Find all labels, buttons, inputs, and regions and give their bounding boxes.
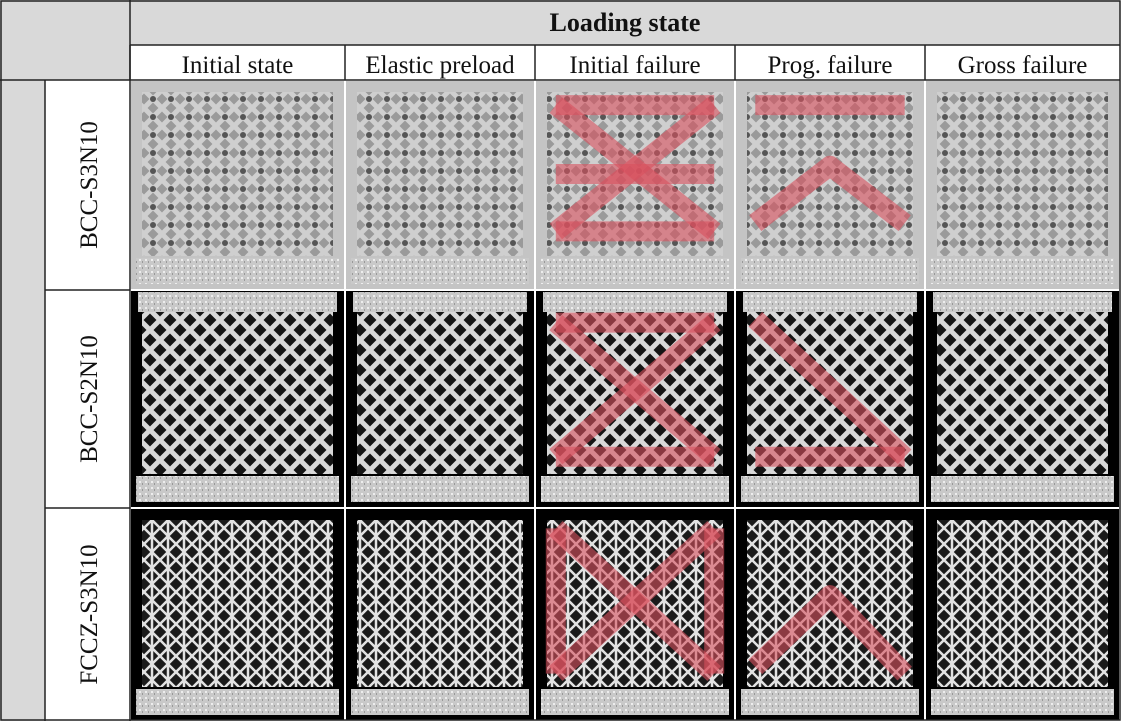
specimen-image	[346, 81, 534, 289]
base-plate	[741, 476, 919, 502]
base-plate	[541, 476, 729, 502]
lattice	[357, 520, 523, 687]
table-title: Loading state	[550, 8, 701, 37]
specimen-image	[926, 291, 1119, 507]
lattice	[937, 520, 1108, 687]
specimen-image	[346, 291, 534, 507]
base-plate	[931, 258, 1114, 284]
specimen-image	[926, 509, 1119, 720]
specimen-image	[346, 509, 534, 720]
top-plate	[543, 292, 727, 312]
specimen-image	[131, 509, 344, 720]
base-plate	[351, 476, 529, 502]
base-plate	[541, 689, 729, 715]
specimen-image	[536, 81, 734, 289]
side-strip	[0, 80, 45, 721]
top-plate	[933, 292, 1112, 312]
specimen-image	[536, 509, 734, 720]
column-header: Gross failure	[958, 52, 1088, 79]
specimen-image	[536, 291, 734, 507]
base-plate	[136, 476, 339, 502]
column-header: Prog. failure	[768, 52, 893, 79]
base-plate	[741, 258, 919, 284]
lattice	[142, 520, 333, 687]
column-header: Initial failure	[569, 52, 700, 79]
base-plate	[741, 689, 919, 715]
top-plate	[138, 292, 337, 312]
specimen-image	[736, 291, 924, 507]
lattice	[142, 92, 333, 256]
base-plate	[931, 689, 1114, 715]
row-label: BCC-S2N10	[76, 335, 103, 463]
base-plate	[931, 476, 1114, 502]
base-plate	[351, 258, 529, 284]
base-plate	[136, 258, 339, 284]
top-plate	[353, 292, 527, 312]
lattice	[937, 92, 1108, 256]
base-plate	[136, 689, 339, 715]
lattice	[357, 302, 523, 474]
column-header: Initial state	[182, 52, 294, 79]
lattice	[937, 302, 1108, 474]
specimen-image	[131, 81, 344, 289]
top-plate	[743, 292, 917, 312]
corner-cell	[0, 0, 130, 80]
base-plate	[541, 258, 729, 284]
figure: Loading state Initial state Elastic prelo…	[0, 0, 1136, 721]
specimen-image	[736, 81, 924, 289]
lattice	[142, 302, 333, 474]
lattice	[357, 92, 523, 256]
specimen-image	[926, 81, 1119, 289]
specimen-image	[736, 509, 924, 720]
column-header: Elastic preload	[365, 52, 515, 79]
row-label: BCC-S3N10	[76, 121, 103, 249]
specimen-image	[131, 291, 344, 507]
base-plate	[351, 689, 529, 715]
row-label: FCCZ-S3N10	[76, 544, 103, 684]
